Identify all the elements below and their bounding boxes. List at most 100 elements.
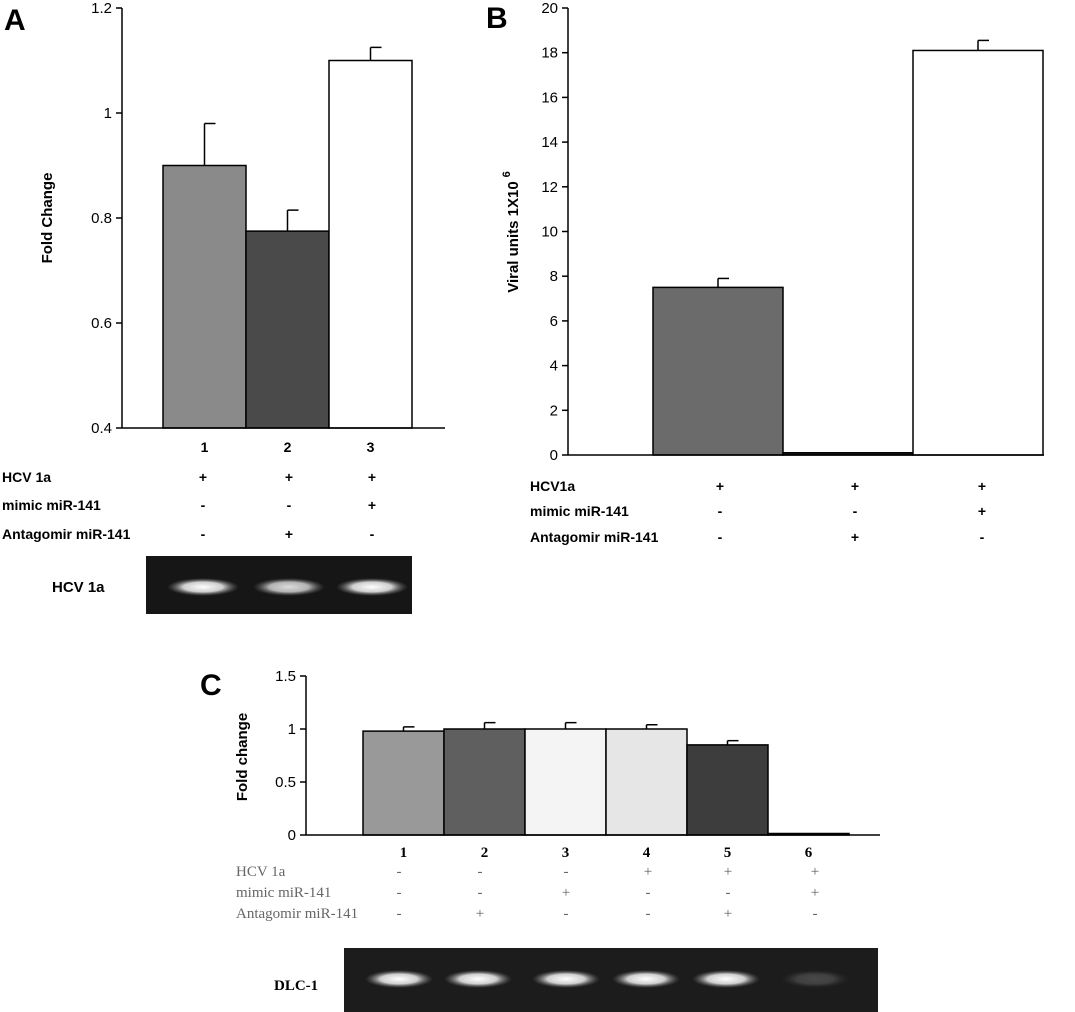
panel-c-y-tick-label: 0 xyxy=(288,827,296,844)
panel-c-condition-sign: - xyxy=(397,906,402,922)
panel-a-x-tick-labels: 1 2 3 xyxy=(201,439,375,455)
panel-a-condition-sign: - xyxy=(201,497,206,513)
panel-b-y-tick-label: 12 xyxy=(541,179,558,196)
panel-c-chart: 0 0.5 1 1.5 Fold change 1 2 3 4 5 6 HCV 1a - - - + + +… xyxy=(234,668,880,1012)
panel-b-condition-sign: - xyxy=(853,503,858,519)
panel-b-y-tick-label: 8 xyxy=(550,268,558,285)
panel-c-condition-sign: - xyxy=(564,864,569,880)
panel-b-y-tick-label: 14 xyxy=(541,134,558,151)
panel-c-x-tick-label: 2 xyxy=(481,845,489,861)
panel-b-condition-sign: + xyxy=(851,529,859,545)
panel-c-condition-sign: - xyxy=(478,864,483,880)
panel-b-y-tick-label: 0 xyxy=(550,447,558,464)
panel-a-condition-sign: - xyxy=(370,526,375,542)
panel-a-condition-label: HCV 1a xyxy=(2,469,51,485)
panel-c-condition-sign: - xyxy=(564,906,569,922)
panel-c-condition-label: Antagomir miR-141 xyxy=(236,906,358,922)
panel-b-y-ticks: 0 2 4 6 8 10 12 14 16 18 20 xyxy=(541,0,568,464)
panel-c-condition-label: HCV 1a xyxy=(236,864,286,880)
panel-a-gel-band xyxy=(336,578,408,596)
panel-b-y-tick-label: 16 xyxy=(541,89,558,106)
panel-b-error-bars xyxy=(717,39,989,288)
panel-a-bars xyxy=(162,59,413,429)
panel-a-gel-band xyxy=(253,578,325,596)
panel-b-y-axis-title: Viral units 1X10 6 xyxy=(501,171,522,293)
panel-a-y-axis-title: Fold Change xyxy=(39,173,56,264)
panel-b-condition-sign: + xyxy=(978,478,986,494)
panel-a-condition-label: mimic miR-141 xyxy=(2,497,101,513)
panel-b-condition-sign: + xyxy=(978,503,986,519)
panel-c-y-tick-label: 1 xyxy=(288,721,296,738)
panel-c-condition-label: mimic miR-141 xyxy=(236,885,331,901)
panel-a-y-ticks: 0.4 0.6 0.8 1 1.2 xyxy=(91,0,122,437)
panel-c-x-tick-labels: 1 2 3 4 5 6 xyxy=(400,845,813,861)
panel-c-condition-sign: - xyxy=(397,885,402,901)
panel-a-condition-sign: - xyxy=(201,526,206,542)
panel-c-gel-bands xyxy=(365,970,849,988)
panel-c-gel-band xyxy=(365,970,433,988)
panel-c-x-tick-label: 4 xyxy=(643,845,651,861)
panel-c-y-ticks: 0 0.5 1 1.5 xyxy=(275,668,306,844)
panel-c-bar xyxy=(524,728,607,836)
panel-a-y-tick-label: 1.2 xyxy=(91,0,112,17)
panel-c-y-tick-label: 1.5 xyxy=(275,668,296,685)
panel-c-gel-band xyxy=(781,970,849,988)
panel-a-y-tick-label: 0.4 xyxy=(91,420,112,437)
panel-a-letter: A xyxy=(4,4,26,37)
panel-b-condition-label: HCV1a xyxy=(530,478,575,494)
panel-c-conditions: HCV 1a - - - + + + mimic miR-141 - - + - - + Antagomir… xyxy=(236,864,819,922)
panel-c-condition-sign: - xyxy=(646,885,651,901)
panel-c-bars xyxy=(362,728,850,836)
panel-c-x-tick-label: 5 xyxy=(724,845,732,861)
panel-a-condition-sign: + xyxy=(368,469,376,485)
panel-a-condition-sign: + xyxy=(368,497,376,513)
panel-c-letter: C xyxy=(200,669,222,702)
panel-c-bar xyxy=(605,728,688,836)
panel-b-y-tick-label: 20 xyxy=(541,0,558,17)
panel-a-gel: HCV 1a xyxy=(52,556,412,614)
panel-a-chart: 0.4 0.6 0.8 1 1.2 Fold Change 1 2 3 HCV 1a + + + m… xyxy=(2,0,445,614)
panel-a-gel-label: HCV 1a xyxy=(52,579,105,596)
panel-a-condition-sign: - xyxy=(287,497,292,513)
panel-a-condition-label: Antagomir miR-141 xyxy=(2,526,131,542)
panel-c-condition-sign: - xyxy=(646,906,651,922)
panel-b-condition-sign: + xyxy=(851,478,859,494)
panel-b-condition-label: Antagomir miR-141 xyxy=(530,529,659,545)
panel-c-condition-sign: + xyxy=(724,906,732,922)
panel-b-y-axis-title-text: Viral units 1X10 xyxy=(505,181,522,292)
panel-c-condition-sign: + xyxy=(811,864,819,880)
panel-c-gel-band xyxy=(612,970,680,988)
panel-b-condition-sign: - xyxy=(718,529,723,545)
panel-c-condition-sign: - xyxy=(478,885,483,901)
panel-b-y-tick-label: 18 xyxy=(541,45,558,62)
panel-c-condition-sign: + xyxy=(562,885,570,901)
panel-a-y-tick-label: 0.8 xyxy=(91,210,112,227)
panel-c-condition-sign: + xyxy=(811,885,819,901)
panel-c-bar xyxy=(362,730,445,836)
panel-b-condition-sign: - xyxy=(718,503,723,519)
panel-a-x-tick-label: 2 xyxy=(284,439,292,455)
panel-a-condition-sign: + xyxy=(285,469,293,485)
panel-c-bar xyxy=(443,728,526,836)
panel-c-gel-band xyxy=(532,970,600,988)
panel-a-x-tick-label: 3 xyxy=(367,439,375,455)
panel-b-y-tick-label: 6 xyxy=(550,313,558,330)
panel-b-condition-sign: + xyxy=(716,478,724,494)
panel-c-bar xyxy=(686,744,769,836)
panel-b-chart: 0 2 4 6 8 10 12 14 16 18 20 Viral units 1X10 6 HCV1… xyxy=(501,0,1044,545)
panel-b-y-tick-label: 10 xyxy=(541,224,558,241)
panel-c-condition-sign: - xyxy=(813,906,818,922)
panel-c-condition-sign: + xyxy=(644,864,652,880)
panel-c-error-bars xyxy=(402,721,739,745)
panel-c-x-tick-label: 6 xyxy=(805,845,813,861)
panel-b-condition-sign: - xyxy=(980,529,985,545)
panel-b-y-tick-label: 4 xyxy=(550,358,558,375)
panel-c-gel-label: DLC-1 xyxy=(274,978,318,994)
panel-a-y-tick-label: 1 xyxy=(104,105,112,122)
panel-a-bar xyxy=(162,164,247,429)
panel-a-x-tick-label: 1 xyxy=(201,439,209,455)
panel-a-y-tick-label: 0.6 xyxy=(91,315,112,332)
panel-a-gel-bands xyxy=(167,578,408,596)
panel-b-y-tick-label: 2 xyxy=(550,402,558,419)
